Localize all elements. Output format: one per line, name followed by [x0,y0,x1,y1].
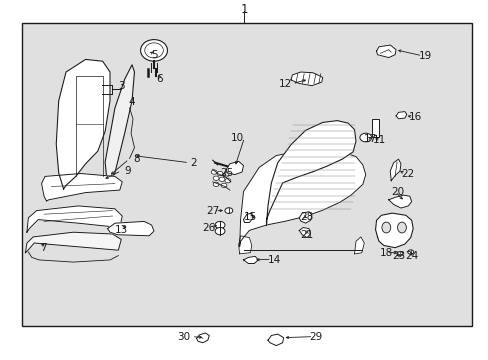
Text: 18: 18 [379,248,392,258]
Text: 7: 7 [40,243,46,253]
Text: 26: 26 [202,222,216,233]
Text: 2: 2 [190,158,197,168]
Circle shape [211,170,217,174]
Bar [22,23,471,326]
Text: 27: 27 [205,206,219,216]
Text: 14: 14 [267,255,281,265]
Text: 5: 5 [151,50,158,60]
Text: 1: 1 [240,3,248,15]
Polygon shape [389,159,400,181]
Polygon shape [41,174,122,201]
Bar [371,119,379,137]
Text: 4: 4 [128,96,135,107]
Polygon shape [376,45,395,58]
Text: 24: 24 [405,251,418,261]
Circle shape [219,177,224,181]
Text: 20: 20 [390,186,404,197]
Text: 16: 16 [408,112,421,122]
Text: 13: 13 [114,225,128,235]
Polygon shape [107,221,154,236]
Polygon shape [27,206,122,232]
Ellipse shape [381,222,390,233]
Polygon shape [267,334,283,346]
Polygon shape [266,121,355,225]
Circle shape [224,179,230,183]
Text: 11: 11 [372,135,385,145]
Text: 28: 28 [300,212,313,222]
Text: 23: 23 [391,251,405,261]
Polygon shape [239,149,365,247]
Polygon shape [238,236,251,254]
Polygon shape [25,232,121,253]
Circle shape [221,183,226,188]
Text: 22: 22 [400,168,413,179]
Circle shape [215,228,224,235]
Text: 3: 3 [118,81,124,91]
Polygon shape [225,161,243,175]
Polygon shape [299,228,310,238]
Text: 12: 12 [279,78,292,89]
Circle shape [396,252,402,256]
Polygon shape [243,213,253,222]
Circle shape [213,176,219,180]
Circle shape [217,171,223,176]
Text: 17: 17 [364,134,377,144]
Ellipse shape [141,40,167,61]
Circle shape [213,182,219,186]
Polygon shape [354,237,364,254]
Ellipse shape [397,222,406,233]
Circle shape [215,221,224,229]
Circle shape [407,250,413,254]
Polygon shape [388,195,411,208]
Polygon shape [243,256,258,264]
Text: 6: 6 [156,74,163,84]
Polygon shape [375,213,412,248]
Polygon shape [290,72,322,86]
Circle shape [359,133,371,142]
Polygon shape [395,112,406,119]
Circle shape [224,208,232,213]
Text: 30: 30 [177,332,190,342]
Polygon shape [196,333,209,343]
Circle shape [223,173,228,177]
Polygon shape [299,212,311,223]
Text: 10: 10 [230,132,243,143]
Text: 15: 15 [243,212,256,222]
Text: 25: 25 [220,168,233,178]
Text: 8: 8 [133,154,140,164]
Polygon shape [56,59,110,189]
Text: 21: 21 [300,230,313,240]
Polygon shape [105,65,134,187]
Text: 19: 19 [418,51,431,61]
Text: 9: 9 [124,166,131,176]
Text: 29: 29 [309,332,322,342]
